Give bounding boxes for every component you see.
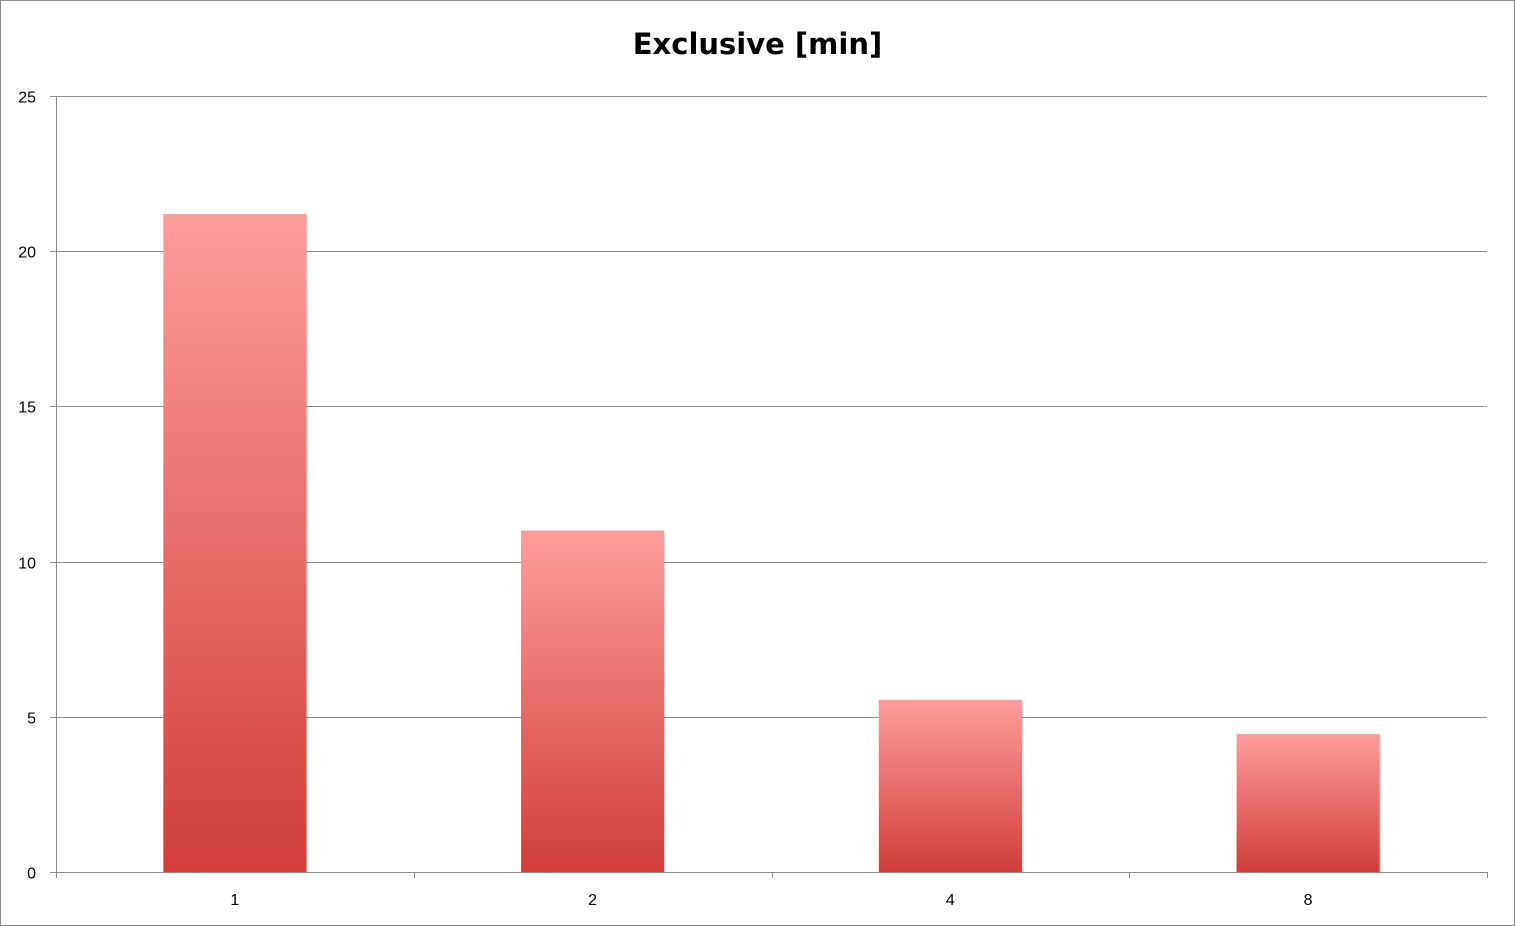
bar-1 [163, 213, 307, 872]
bar-2 [521, 530, 665, 872]
bars [163, 213, 1382, 872]
y-tick-label: 25 [18, 90, 36, 107]
axes [50, 96, 1488, 878]
bar-8 [1236, 733, 1380, 872]
x-tick-label: 8 [1304, 892, 1313, 909]
y-tick-label: 20 [18, 245, 36, 262]
y-tick-label: 5 [27, 711, 36, 728]
bar-4 [878, 699, 1022, 872]
tick-labels: 0 5 10 15 20 25 1 2 4 8 [18, 90, 1312, 910]
x-tick-label: 1 [230, 892, 239, 909]
y-tick-label: 0 [27, 866, 36, 883]
x-tick-label: 2 [588, 892, 597, 909]
x-tick-label: 4 [946, 892, 955, 909]
chart-title: Exclusive [min] [632, 27, 883, 61]
y-tick-label: 10 [18, 556, 36, 573]
y-tick-label: 15 [18, 400, 36, 417]
